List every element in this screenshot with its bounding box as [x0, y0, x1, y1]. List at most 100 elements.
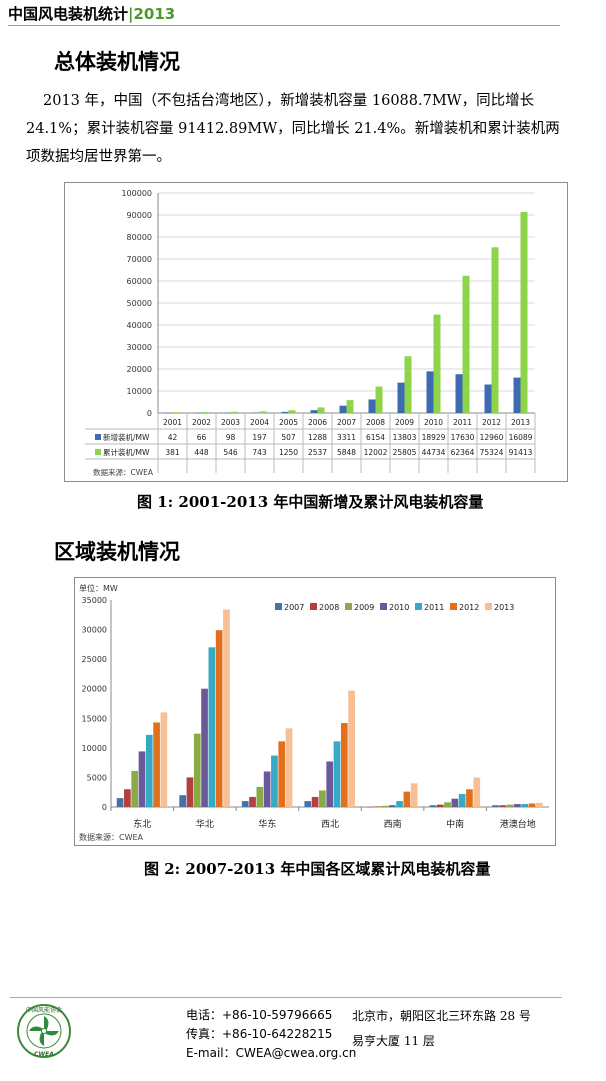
x-tick-label: 2004 — [250, 418, 269, 427]
data-label: 3311 — [337, 433, 356, 442]
bar-2008 — [499, 805, 507, 807]
data-label: 546 — [223, 448, 238, 457]
bar-2009 — [193, 733, 201, 807]
legend-swatch — [345, 603, 352, 610]
legend-label: 2009 — [354, 603, 374, 612]
y-tick-label: 25000 — [82, 655, 107, 664]
bar-2007 — [304, 801, 312, 807]
x-tick-label: 2005 — [279, 418, 298, 427]
x-tick-label: 2001 — [163, 418, 182, 427]
legend-label: 累计装机/MW — [103, 447, 150, 457]
paragraph-line: 24.1%；累计装机容量 91412.89MW，同比增长 21.4%。新增装机和… — [26, 121, 560, 137]
data-label: 507 — [281, 433, 296, 442]
y-tick-label: 100000 — [121, 189, 152, 198]
bar-新增装机/MW — [281, 411, 289, 413]
bar-2012 — [466, 789, 473, 807]
bar-2008 — [249, 796, 256, 807]
y-tick-label: 15000 — [82, 714, 107, 723]
data-label: 1288 — [308, 433, 327, 442]
cwea-logo-icon: 中国风能协会 CWEA — [17, 1004, 71, 1058]
data-label: 448 — [194, 448, 209, 457]
data-label: 13803 — [393, 433, 417, 442]
bar-累计装机/MW — [346, 400, 354, 413]
footer-email[interactable]: E-mail：CWEA@cwea.org.cn — [186, 1046, 357, 1060]
bar-累计装机/MW — [172, 412, 180, 413]
footer-address-line1: 北京市，朝阳区北三环东路 28 号 — [352, 1009, 531, 1023]
bar-新增装机/MW — [513, 377, 521, 413]
bar-2011 — [208, 647, 216, 807]
figure1-caption: 图 1: 2001-2013 年中国新增及累计风电装机容量 — [137, 493, 484, 511]
bar-2012 — [153, 722, 160, 807]
legend-label: 2008 — [319, 603, 339, 612]
bar-2013 — [160, 712, 168, 807]
bar-累计装机/MW — [288, 410, 296, 413]
bar-2010 — [388, 805, 396, 807]
footer-contact: 电话：+86-10-59796665 传真：+86-10-64228215 E-… — [186, 1006, 356, 1063]
bar-2012 — [215, 630, 223, 807]
footer-address: 北京市，朝阳区北三环东路 28 号 易亨大厦 11 层 — [352, 1004, 531, 1054]
bar-累计装机/MW — [317, 407, 325, 413]
legend-swatch — [310, 603, 317, 610]
legend-swatch — [95, 434, 101, 440]
bar-2011 — [521, 804, 529, 807]
bar-2013 — [223, 609, 230, 807]
data-label: 91413 — [509, 448, 533, 457]
legend-swatch — [275, 603, 282, 610]
figure2-svg: 单位：MW 0 5000 10000 15000 20000 25000 30000 35000… — [79, 583, 549, 842]
paragraph-line: 项数据均居世界第一。 — [26, 149, 171, 165]
bar-2009 — [319, 790, 326, 807]
x-tick-label: 西北 — [321, 819, 339, 830]
bar-累计装机/MW — [433, 314, 441, 413]
bar-2013 — [348, 690, 355, 807]
x-tick-label: 2007 — [337, 418, 356, 427]
data-label: 25805 — [393, 448, 417, 457]
bar-2007 — [492, 805, 499, 807]
x-tick-label: 2003 — [221, 418, 240, 427]
bar-2011 — [458, 793, 466, 807]
bar-2011 — [145, 734, 153, 807]
data-label: 42 — [168, 433, 178, 442]
data-label: 44734 — [422, 448, 446, 457]
data-label: 16089 — [509, 433, 533, 442]
x-tick-label: 西南 — [384, 818, 402, 830]
y-tick-label: 0 — [102, 803, 107, 812]
bar-2013 — [535, 802, 543, 807]
data-label: 2537 — [308, 448, 327, 457]
bar-2009 — [444, 802, 451, 807]
data-label: 98 — [226, 433, 236, 442]
x-tick-label: 港澳台地 — [500, 818, 536, 830]
bar-新增装机/MW — [484, 384, 492, 413]
legend-label: 2012 — [459, 603, 479, 612]
y-tick-label: 20000 — [82, 685, 107, 694]
data-label: 12960 — [480, 433, 504, 442]
data-label: 381 — [165, 448, 180, 457]
x-tick-label: 2008 — [366, 418, 385, 427]
data-label: 66 — [197, 433, 207, 442]
bar-2012 — [340, 723, 348, 807]
bar-2009 — [381, 805, 389, 807]
y-tick-label: 30000 — [82, 626, 107, 635]
bar-新增装机/MW — [223, 412, 231, 414]
bar-累计装机/MW — [201, 412, 209, 413]
legend-label: 2010 — [389, 603, 409, 612]
unit-label: 单位：MW — [79, 583, 118, 593]
x-tick-label: 2002 — [192, 418, 211, 427]
footer-fax: 传真：+86-10-64228215 — [186, 1027, 333, 1041]
legend-label: 2011 — [424, 603, 444, 612]
x-tick-label: 2013 — [511, 418, 530, 427]
bar-新增装机/MW — [455, 374, 463, 413]
bar-新增装机/MW — [165, 412, 173, 414]
legend-swatch — [95, 449, 101, 455]
figure1-svg: 0 10000 20000 30000 40000 50000 60000 70000 8000… — [85, 189, 536, 477]
bar-2009 — [131, 770, 139, 807]
y-tick-label: 5000 — [87, 773, 107, 782]
bar-新增装机/MW — [194, 412, 202, 414]
bar-累计装机/MW — [491, 247, 499, 413]
bar-新增装机/MW — [426, 371, 434, 413]
intro-paragraph: 2013 年，中国（不包括台湾地区），新增装机容量 16088.7MW，同比增长… — [26, 87, 586, 171]
data-label: 743 — [252, 448, 267, 457]
bar-2008 — [374, 806, 382, 807]
header-title: 中国风电装机统计 — [8, 5, 129, 23]
bar-2011 — [333, 741, 341, 807]
bar-2007 — [116, 798, 124, 807]
